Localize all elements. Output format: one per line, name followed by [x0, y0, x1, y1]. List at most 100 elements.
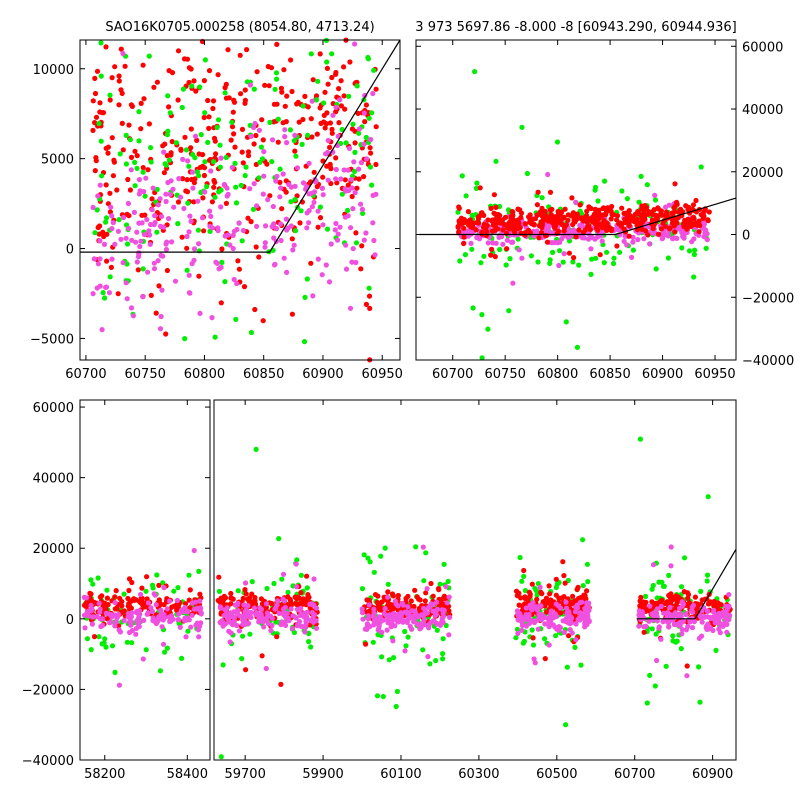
- data-point-green: [251, 86, 257, 92]
- data-point-magenta: [217, 620, 223, 626]
- data-point-magenta: [164, 606, 170, 612]
- data-point-red: [578, 594, 584, 601]
- data-point-red: [317, 215, 324, 221]
- data-point-red: [259, 117, 265, 123]
- data-point-magenta: [124, 296, 130, 302]
- data-point-magenta: [515, 630, 521, 637]
- data-point-green: [557, 248, 563, 254]
- data-point-red: [296, 119, 302, 125]
- data-point-red: [182, 134, 188, 140]
- data-point-magenta: [671, 235, 677, 241]
- data-point-red: [298, 590, 304, 596]
- data-point-red: [672, 229, 678, 235]
- data-point-red: [138, 100, 144, 106]
- data-point-magenta: [361, 141, 367, 147]
- data-point-green: [601, 260, 607, 266]
- data-point-red: [230, 109, 236, 115]
- data-point-magenta: [265, 197, 271, 203]
- data-point-magenta: [319, 272, 325, 278]
- data-point-red: [213, 151, 219, 157]
- data-point-red: [127, 187, 133, 193]
- data-point-green: [222, 90, 228, 96]
- data-point-magenta: [159, 624, 165, 630]
- data-point-red: [184, 177, 190, 183]
- data-point-green: [148, 159, 154, 165]
- data-point-red: [243, 591, 249, 597]
- data-point-red: [109, 135, 115, 141]
- data-point-green: [363, 134, 369, 141]
- data-point-green: [678, 584, 685, 590]
- data-point-green: [380, 693, 386, 700]
- data-point-red: [338, 78, 344, 84]
- data-point-green: [127, 137, 133, 143]
- data-point-red: [248, 219, 254, 225]
- data-point-green: [232, 160, 238, 166]
- data-point-red: [156, 582, 162, 589]
- data-point-magenta: [112, 600, 118, 606]
- data-point-red: [183, 601, 189, 607]
- data-point-magenta: [635, 237, 641, 243]
- data-point-magenta: [388, 622, 394, 628]
- data-point-green: [394, 688, 400, 695]
- data-point-green: [171, 588, 177, 594]
- data-point-red: [577, 202, 583, 208]
- data-point-green: [503, 262, 509, 268]
- data-point-magenta: [161, 585, 167, 591]
- data-point-magenta: [679, 599, 685, 605]
- data-point-magenta: [379, 629, 385, 635]
- data-point-magenta: [199, 215, 206, 221]
- data-point-magenta: [189, 261, 195, 267]
- data-point-magenta: [552, 624, 558, 630]
- data-point-magenta: [405, 615, 411, 621]
- data-point-red: [309, 134, 315, 140]
- data-point-green: [530, 642, 537, 648]
- data-point-magenta: [86, 608, 92, 614]
- data-point-magenta: [151, 591, 157, 597]
- data-point-magenta: [280, 571, 287, 577]
- data-point-magenta: [171, 204, 177, 210]
- data-point-magenta: [710, 627, 716, 634]
- data-point-green: [440, 656, 446, 662]
- data-point-red: [283, 119, 289, 125]
- data-point-red: [324, 110, 330, 116]
- data-point-green: [610, 260, 617, 267]
- data-point-magenta: [208, 213, 214, 219]
- data-point-green: [441, 561, 447, 567]
- data-point-magenta: [100, 616, 106, 622]
- data-point-magenta: [674, 611, 680, 618]
- data-point-green: [427, 661, 433, 667]
- data-point-magenta: [385, 594, 391, 600]
- data-point-green: [585, 579, 591, 585]
- data-point-magenta: [358, 201, 364, 207]
- data-point-green: [423, 550, 429, 556]
- data-point-red: [562, 206, 568, 212]
- data-point-red: [553, 592, 559, 598]
- data-point-magenta: [536, 604, 542, 610]
- data-point-red: [215, 72, 221, 78]
- x-tick-label-overview: 60700: [432, 367, 473, 382]
- data-point-magenta: [390, 638, 396, 644]
- data-point-magenta: [380, 617, 386, 623]
- data-point-red: [375, 600, 381, 606]
- data-point-red: [97, 594, 103, 600]
- data-point-red: [461, 234, 467, 240]
- data-point-red: [279, 206, 285, 212]
- x-tick-label-seasons-right: 60700: [614, 767, 655, 782]
- data-point-red: [359, 243, 365, 249]
- ticks-overview: 60700 60750 60800 60850 60900 60950 −40000 −200…: [416, 40, 794, 382]
- data-point-magenta: [665, 610, 671, 616]
- data-point-green: [470, 305, 476, 311]
- data-point-red: [269, 600, 275, 607]
- data-point-green: [293, 153, 299, 159]
- data-point-magenta: [359, 606, 365, 612]
- data-point-magenta: [146, 228, 152, 234]
- data-point-magenta: [326, 279, 333, 285]
- data-point-magenta: [280, 171, 286, 177]
- data-point-red: [586, 204, 592, 210]
- data-point-red: [363, 102, 369, 108]
- data-point-magenta: [333, 104, 339, 110]
- data-point-green: [103, 219, 109, 225]
- data-point-red: [692, 594, 699, 600]
- frame-zoom: [79, 39, 401, 361]
- data-point-red: [341, 93, 347, 99]
